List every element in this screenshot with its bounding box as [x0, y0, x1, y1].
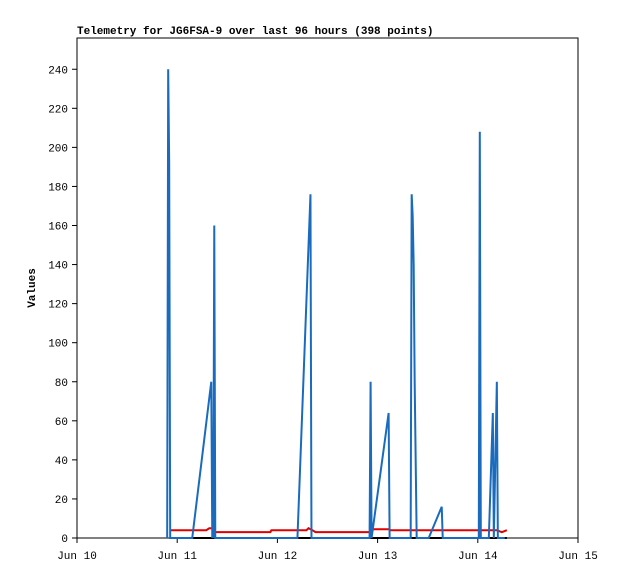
y-tick-label: 240 [48, 65, 68, 77]
y-tick-label: 100 [48, 339, 68, 351]
y-tick-label: 20 [55, 495, 68, 507]
plot-frame [76, 37, 579, 539]
y-tick-label: 160 [48, 222, 68, 234]
x-tick-label: Jun 14 [458, 551, 498, 563]
y-tick-label: 220 [48, 104, 68, 116]
x-tick-label: Jun 10 [57, 551, 97, 563]
y-tick-label: 200 [48, 143, 68, 155]
x-tick-label: Jun 13 [358, 551, 398, 563]
x-tick-label: Jun 15 [558, 551, 598, 563]
x-tick-label: Jun 11 [157, 551, 197, 563]
y-tick-label: 40 [55, 456, 68, 468]
y-tick-label: 180 [48, 182, 68, 194]
y-tick-label: 0 [61, 534, 68, 546]
y-axis-label: Values [27, 268, 39, 308]
y-tick-label: 140 [48, 261, 68, 273]
chart-title: Telemetry for JG6FSA-9 over last 96 hour… [77, 26, 433, 38]
y-tick-label: 60 [55, 417, 68, 429]
series-line [166, 69, 505, 539]
y-tick-label: 120 [48, 300, 68, 312]
y-tick-label: 80 [55, 378, 68, 390]
x-tick-label: Jun 12 [258, 551, 298, 563]
series-line [170, 527, 508, 534]
